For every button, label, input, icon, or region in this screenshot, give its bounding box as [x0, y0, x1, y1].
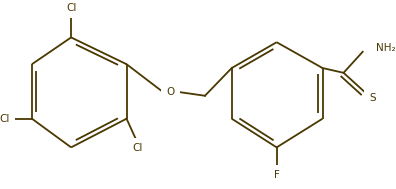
Text: Cl: Cl [133, 143, 143, 153]
Text: S: S [369, 93, 375, 103]
Text: O: O [166, 87, 175, 97]
Text: NH₂: NH₂ [376, 43, 396, 53]
Text: Cl: Cl [66, 3, 76, 13]
Text: Cl: Cl [0, 114, 10, 124]
Text: F: F [274, 170, 280, 180]
